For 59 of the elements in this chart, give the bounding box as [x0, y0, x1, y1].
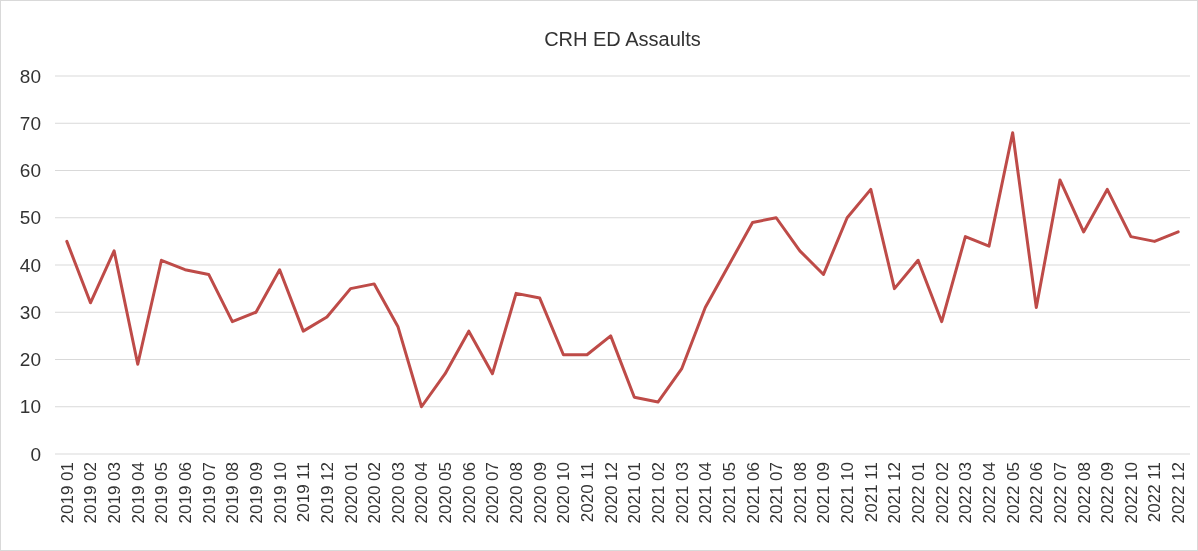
x-tick-label: 2022 10 — [1121, 462, 1141, 524]
x-tick-label: 2020 04 — [412, 462, 432, 524]
x-tick-label: 2019 08 — [223, 462, 243, 524]
line-series — [65, 131, 1180, 409]
x-tick-label: 2019 06 — [176, 462, 195, 524]
y-tick-label: 50 — [19, 207, 41, 229]
x-tick-label: 2021 10 — [838, 462, 858, 524]
chart-title: CRH ED Assaults — [544, 28, 701, 50]
x-tick-label: 2021 04 — [696, 462, 716, 524]
y-tick-label: 10 — [19, 396, 41, 418]
x-tick-label: 2019 09 — [246, 462, 266, 524]
y-tick-label: 70 — [19, 112, 41, 134]
y-tick-label: 20 — [19, 349, 41, 371]
x-tick-label: 2020 02 — [365, 462, 385, 524]
x-tick-label: 2019 03 — [105, 462, 125, 524]
x-tick-label: 2020 10 — [554, 462, 574, 524]
y-tick-label: 40 — [19, 254, 41, 276]
x-tick-label: 2020 05 — [436, 462, 456, 524]
x-tick-label: 2022 03 — [956, 462, 976, 524]
x-tick-label: 2021 12 — [885, 462, 905, 524]
x-tick-label: 2019 01 — [57, 462, 77, 524]
x-tick-label: 2022 06 — [1027, 462, 1047, 524]
x-tick-label: 2020 09 — [530, 462, 550, 524]
x-tick-label: 2021 09 — [814, 462, 834, 524]
x-tick-label: 2019 07 — [199, 462, 219, 524]
y-tick-label: 0 — [30, 443, 41, 465]
x-tick-label: 2022 04 — [979, 462, 999, 524]
y-tick-label: 60 — [19, 160, 41, 182]
x-tick-label: 2022 02 — [932, 462, 952, 524]
x-tick-label: 2020 01 — [341, 462, 361, 524]
y-tick-label: 30 — [19, 301, 41, 323]
x-tick-label: 2021 06 — [743, 462, 763, 524]
x-tick-label: 2021 11 — [861, 462, 881, 523]
x-tick-label: 2022 07 — [1050, 462, 1070, 524]
x-tick-label: 2022 12 — [1169, 462, 1189, 524]
x-tick-label: 2020 08 — [507, 462, 527, 524]
x-tick-label: 2020 11 — [577, 462, 597, 523]
x-tick-label: 2021 02 — [648, 462, 668, 524]
x-tick-label: 2021 05 — [719, 462, 739, 524]
x-tick-label: 2020 12 — [601, 462, 621, 524]
x-tick-label: 2019 05 — [152, 462, 172, 524]
x-tick-label: 2020 07 — [483, 462, 503, 524]
x-tick-label: 2019 02 — [81, 462, 101, 524]
x-tick-label: 2021 01 — [625, 462, 645, 524]
x-tick-label: 2022 01 — [909, 462, 929, 524]
x-tick-label: 2019 10 — [270, 462, 290, 524]
x-tick-label: 2019 12 — [317, 462, 337, 524]
x-tick-label: 2020 06 — [459, 462, 479, 524]
x-tick-label: 2022 11 — [1145, 462, 1165, 523]
x-tick-label: 2022 09 — [1098, 462, 1118, 524]
x-tick-label: 2019 04 — [128, 462, 148, 524]
x-tick-label: 2021 07 — [767, 462, 787, 524]
x-tick-label: 2020 03 — [388, 462, 408, 524]
x-tick-label: 2019 11 — [294, 462, 314, 523]
x-tick-label: 2022 05 — [1003, 462, 1023, 524]
x-tick-label: 2021 08 — [790, 462, 810, 524]
x-tick-label: 2022 08 — [1074, 462, 1094, 524]
y-tick-label: 80 — [19, 65, 41, 87]
x-tick-label: 2021 03 — [672, 462, 692, 524]
